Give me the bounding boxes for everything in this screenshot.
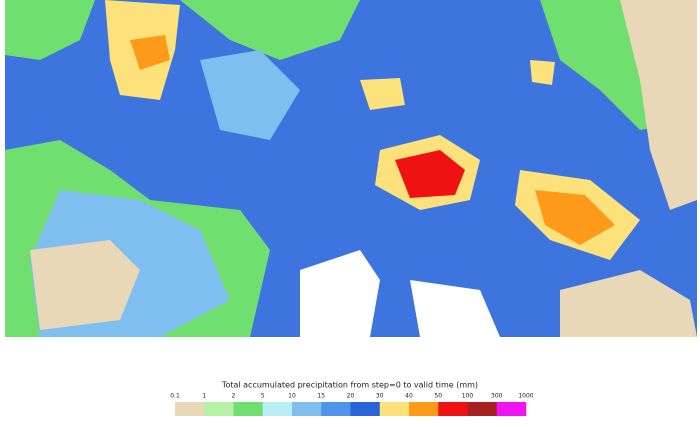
field-orange (130, 35, 170, 70)
color-swatch (204, 402, 234, 416)
colorbar-tick-label: 10 (288, 393, 296, 400)
color-swatch (175, 402, 205, 416)
colorbar-tick-label: 1 (202, 393, 206, 400)
colorbar-tick-label: 40 (405, 393, 413, 400)
colorbar-tick-label: 0.1 (170, 393, 180, 400)
color-swatch (350, 402, 381, 416)
color-swatch (321, 402, 351, 416)
colorbar-tick-label: 1000 (518, 393, 533, 400)
colorbar-tick-label: 50 (434, 393, 442, 400)
dry-area (410, 280, 500, 337)
field-tan (620, 0, 697, 210)
field-tan (30, 240, 140, 330)
colorbar-tick-label: 300 (491, 393, 503, 400)
colorbar: 0.1 1 2 5 10 15 20 30 40 50 100 300 1000 (170, 393, 534, 416)
field-green (180, 0, 360, 60)
color-swatch (292, 402, 322, 416)
color-swatch (496, 402, 527, 416)
color-swatch (467, 402, 498, 416)
dry-area (300, 250, 380, 337)
field-yellow (530, 60, 555, 85)
colorbar-tick-label: 20 (347, 393, 355, 400)
precipitation-map (5, 0, 697, 337)
field-red (395, 150, 465, 198)
colorbar-tick-label: 100 (462, 393, 474, 400)
color-swatch (262, 402, 293, 416)
field-orange (535, 190, 615, 245)
colorbar-tick-label: 30 (376, 393, 384, 400)
colorbar-tick-label: 5 (261, 393, 265, 400)
field-green (5, 0, 95, 60)
legend-title: Total accumulated precipitation from ste… (221, 381, 478, 390)
colorbar-tick-label: 15 (317, 393, 325, 400)
color-swatch (438, 402, 468, 416)
colorbar-tick-label: 2 (232, 393, 236, 400)
color-swatch (379, 402, 410, 416)
field-yellow (360, 78, 405, 110)
color-swatch (409, 402, 439, 416)
field-lightblue (200, 50, 300, 140)
field-tan (560, 270, 697, 337)
color-swatch (233, 402, 264, 416)
